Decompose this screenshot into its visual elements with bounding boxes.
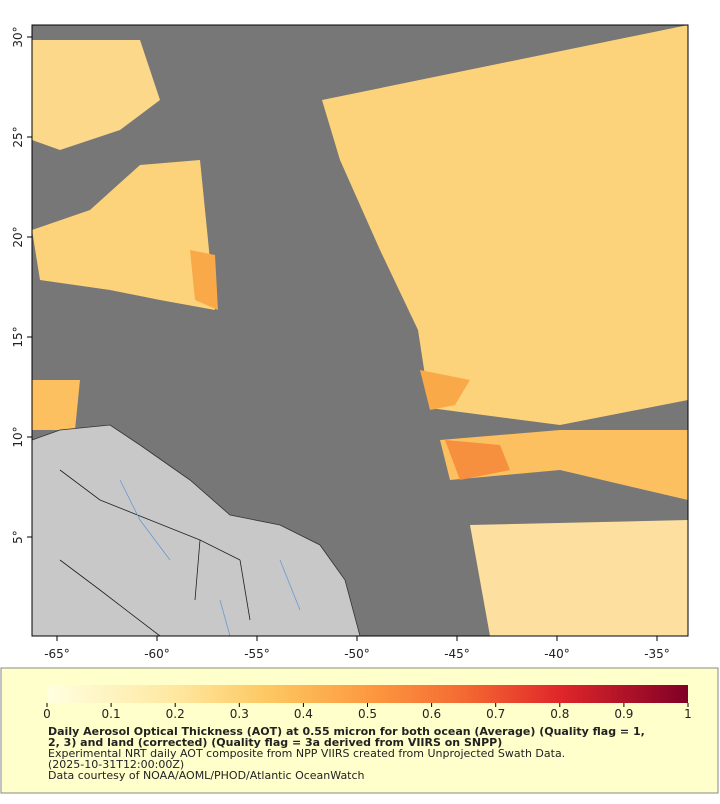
borders <box>59 469 251 636</box>
colorbar-tick-label: 0 <box>43 707 51 721</box>
y-tick-label: 10° <box>11 426 25 447</box>
y-tick-label: 30° <box>11 26 25 47</box>
y-tick-label: 20° <box>11 226 25 247</box>
x-tick-label: -40° <box>544 647 570 661</box>
x-tick-label: -45° <box>444 647 470 661</box>
map-area <box>32 25 688 636</box>
x-tick-label: -35° <box>644 647 670 661</box>
aot-region <box>32 40 160 150</box>
colorbar-tick-label: 0.9 <box>614 707 633 721</box>
caption-line: (2025-10-31T12:00:00Z) <box>48 758 184 771</box>
caption-line: Experimental NRT daily AOT composite fro… <box>48 747 565 760</box>
colorbar-tick-label: 0.4 <box>294 707 313 721</box>
colorbar-ticks: 0 0.1 0.2 0.3 0.4 0.5 0.6 0.7 0.8 0.9 1 <box>43 703 692 721</box>
colorbar-tick-label: 0.1 <box>102 707 121 721</box>
colorbar <box>47 685 688 703</box>
caption-line: Data courtesy of NOAA/AOML/PHOD/Atlantic… <box>48 769 365 782</box>
colorbar-tick-label: 1 <box>684 707 692 721</box>
aot-region <box>190 250 218 310</box>
colorbar-tick-label: 0.2 <box>166 707 185 721</box>
colorbar-tick-label: 0.8 <box>550 707 569 721</box>
x-tick-label: -55° <box>244 647 270 661</box>
axes: -65° -60° -55° -50° -45° -40° -35° 5° 10° 15° 20° 2… <box>11 26 670 661</box>
aot-region <box>32 380 80 430</box>
aot-region <box>322 25 688 425</box>
y-tick-label: 15° <box>11 326 25 347</box>
rivers <box>119 479 301 636</box>
map-frame <box>31 24 689 637</box>
aot-region <box>32 160 215 310</box>
aot-region <box>470 520 688 636</box>
colorbar-tick-label: 0.6 <box>422 707 441 721</box>
caption-title: Daily Aerosol Optical Thickness (AOT) at… <box>48 725 645 738</box>
x-tick-label: -60° <box>144 647 170 661</box>
aot-field <box>32 25 688 636</box>
x-tick-label: -65° <box>44 647 70 661</box>
colorbar-tick-label: 0.5 <box>358 707 377 721</box>
colorbar-tick-label: 0.3 <box>230 707 249 721</box>
x-tick-label: -50° <box>344 647 370 661</box>
y-tick-label: 5° <box>11 530 25 544</box>
aot-region <box>445 440 510 480</box>
land <box>32 424 361 636</box>
colorbar-tick-label: 0.7 <box>486 707 505 721</box>
aot-region <box>440 430 688 500</box>
y-tick-label: 25° <box>11 126 25 147</box>
aot-region <box>420 370 470 410</box>
caption-title: 2, 3) and land (corrected) (Quality flag… <box>48 736 502 749</box>
